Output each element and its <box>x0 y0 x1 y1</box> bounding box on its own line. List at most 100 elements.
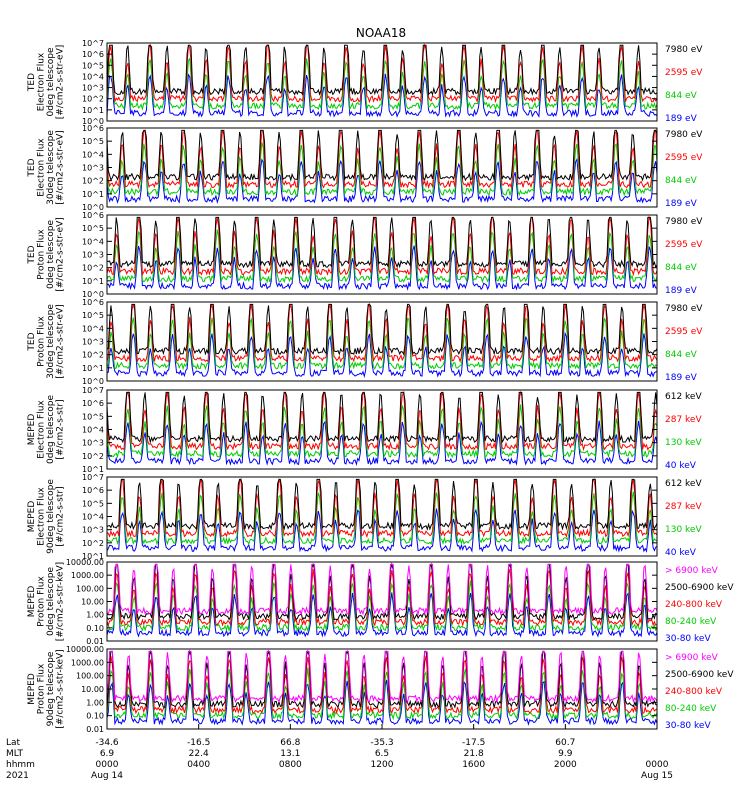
y-tick-label: 10^0 <box>82 377 104 386</box>
x-row-label: MLT <box>6 749 24 759</box>
x-tick-label: 9.9 <box>558 749 573 759</box>
x-tick-label: 13.1 <box>280 749 300 759</box>
legend-entry: 189 eV <box>665 199 698 209</box>
y-tick-label: 10^4 <box>82 324 104 333</box>
panel-6: 10^1 10^2 10^3 10^4 10^5 10^6 10^7 MEPEDElectro… <box>27 473 703 561</box>
y-tick-label: 10^3 <box>82 338 104 347</box>
series-line-8-5 <box>106 679 658 727</box>
panel-7: 0.01 0.10 1.00 10.00 100.00 1000.00 10000.00ME… <box>27 558 735 646</box>
legend-entry: 612 keV <box>665 392 702 402</box>
y-axis-label: TEDElectron Flux0deg telescope[#/cm2-s-s… <box>27 45 66 120</box>
plot-frame <box>106 301 658 382</box>
y-tick-label: 10^3 <box>82 251 104 260</box>
x-tick-label: Aug 15 <box>641 771 673 781</box>
panel-3: 10^0 10^1 10^2 10^3 10^4 10^5 10^6 TEDProton Fl… <box>27 211 704 299</box>
y-tick-label: 10^7 <box>82 473 104 482</box>
y-tick-label: 10^4 <box>82 150 104 159</box>
series-line-7-4 <box>106 580 658 633</box>
y-tick-label: 100.00 <box>76 584 104 593</box>
y-axis-label: MEPEDElectron Flux90deg telescope[#/cm2-… <box>27 479 66 554</box>
x-tick-label: 0000 <box>646 760 669 770</box>
y-tick-label: 10.00 <box>81 598 104 607</box>
y-tick-label: 0.01 <box>86 725 104 734</box>
legend-entry: 40 keV <box>665 461 697 471</box>
legend-entry: 844 eV <box>665 350 698 360</box>
legend-entry: 7980 eV <box>665 45 703 55</box>
y-tick-label: 10^2 <box>82 351 104 360</box>
series-line-7-2 <box>106 562 658 621</box>
chart-title: NOAA18 <box>356 26 406 40</box>
y-tick-label: 0.10 <box>86 624 104 633</box>
legend-entry: 7980 eV <box>665 304 703 314</box>
x-row-label: 2021 <box>6 771 29 781</box>
y-tick-label: 10^7 <box>82 386 104 395</box>
x-row-label: hhmm <box>6 760 35 770</box>
series-line-7-5 <box>106 592 658 638</box>
y-tick-label: 10^6 <box>82 298 104 307</box>
y-tick-label: 10^0 <box>82 290 104 299</box>
panels: 10^0 10^1 10^2 10^3 10^4 10^5 10^6 10^7 TEDElect… <box>27 39 735 734</box>
x-tick-label: -16.5 <box>187 738 210 748</box>
legend-entry: 189 eV <box>665 373 698 383</box>
legend-entry: 844 eV <box>665 263 698 273</box>
series-line-8-4 <box>106 667 658 721</box>
y-tick-label: 10^0 <box>82 203 104 212</box>
y-tick-label: 100.00 <box>76 672 104 681</box>
series-line-2-4 <box>106 157 658 204</box>
y-tick-label: 10^1 <box>82 190 104 199</box>
series-line-6-4 <box>106 508 658 553</box>
y-tick-label: 10^4 <box>82 426 104 435</box>
legend-entry: 40 keV <box>665 548 697 558</box>
y-tick-label: 10^4 <box>82 237 104 246</box>
series-line-3-4 <box>106 245 658 291</box>
series-line-7-1 <box>106 563 658 616</box>
series-line-5-2 <box>106 390 658 452</box>
legend-entry: 240-800 keV <box>665 687 723 697</box>
x-tick-label: 6.9 <box>100 749 115 759</box>
series-line-6-3 <box>106 491 658 546</box>
x-tick-label: 1600 <box>462 760 485 770</box>
y-axis-label: TEDProton Flux30deg telescope[#/cm2-s-st… <box>27 304 66 379</box>
y-tick-label: 10^2 <box>82 452 104 461</box>
series-line-8-3 <box>106 655 658 715</box>
panel-4: 10^0 10^1 10^2 10^3 10^4 10^5 10^6 TEDProton Fl… <box>27 298 704 386</box>
series-line-7-3 <box>106 568 658 628</box>
y-tick-label: 10^1 <box>82 106 104 115</box>
y-tick-label: 10^2 <box>82 264 104 273</box>
y-tick-label: 10^3 <box>82 526 104 535</box>
y-tick-label: 10^2 <box>82 95 104 104</box>
legend-entry: 2595 eV <box>665 153 703 163</box>
y-tick-label: 1.00 <box>86 698 104 707</box>
series-line-5-4 <box>106 420 658 467</box>
legend-entry: 7980 eV <box>665 130 703 140</box>
legend-entry: 844 eV <box>665 91 698 101</box>
panel-1: 10^0 10^1 10^2 10^3 10^4 10^5 10^6 10^7 TEDElect… <box>27 39 704 126</box>
series-line-3-2 <box>106 215 658 277</box>
x-tick-label: 22.4 <box>189 749 209 759</box>
y-axis-label: TEDElectron Flux30deg telescope[#/cm2-s-… <box>27 130 66 205</box>
y-tick-label: 10^5 <box>82 224 104 233</box>
series-line-8-2 <box>106 649 658 709</box>
x-tick-label: 6.5 <box>375 749 389 759</box>
y-tick-label: 10^5 <box>82 412 104 421</box>
x-tick-label: 0400 <box>187 760 210 770</box>
series-line-3-1 <box>106 216 658 269</box>
legend-entry: 2500-6900 keV <box>665 583 734 593</box>
legend-entry: 130 keV <box>665 438 702 448</box>
series-line-3-3 <box>106 229 658 284</box>
panel-5: 10^1 10^2 10^3 10^4 10^5 10^6 10^7 MEPEDElectro… <box>27 386 703 474</box>
y-axis-label: MEPEDProton Flux90deg telescope[#/cm2-s-… <box>27 649 66 728</box>
y-tick-label: 10^1 <box>82 465 104 474</box>
x-tick-label: -17.5 <box>462 738 485 748</box>
y-tick-label: 10^4 <box>82 72 104 81</box>
x-tick-label: 60.7 <box>555 738 575 748</box>
series-line-5-1 <box>106 391 658 444</box>
y-tick-label: 10^1 <box>82 277 104 286</box>
y-tick-label: 10^5 <box>82 137 104 146</box>
y-tick-label: 10^3 <box>82 164 104 173</box>
x-tick-label: Aug 14 <box>91 771 123 781</box>
legend-entry: 7980 eV <box>665 217 703 227</box>
y-tick-label: 10^1 <box>82 552 104 561</box>
y-tick-label: 1000.00 <box>71 571 104 580</box>
x-row-label: Lat <box>6 738 21 748</box>
